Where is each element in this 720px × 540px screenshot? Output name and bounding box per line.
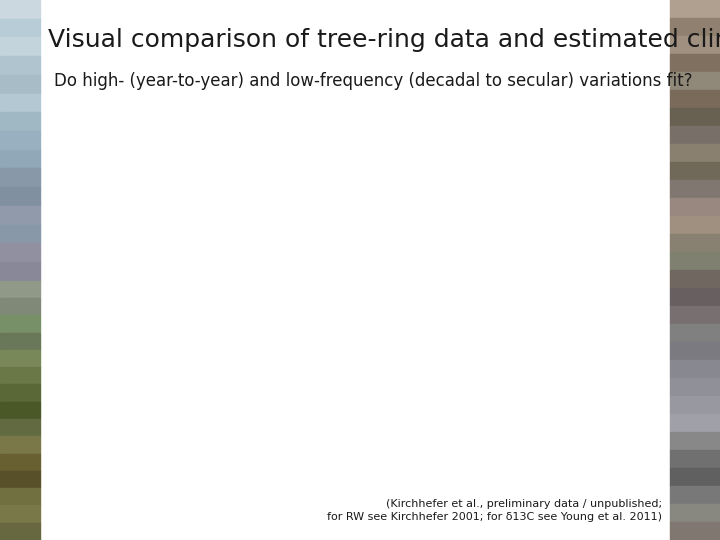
Bar: [670, 144, 720, 162]
Bar: [670, 270, 720, 288]
Bar: [0, 419, 40, 436]
Bar: [0, 471, 40, 488]
Bar: [0, 75, 40, 93]
Bar: [670, 522, 720, 540]
Bar: [670, 342, 720, 360]
Bar: [0, 454, 40, 471]
Bar: [0, 112, 40, 131]
Text: Visual comparison of tree-ring data and estimated climate:: Visual comparison of tree-ring data and …: [48, 28, 720, 52]
Bar: [0, 225, 40, 244]
Bar: [0, 187, 40, 206]
Bar: [0, 488, 40, 505]
Bar: [670, 360, 720, 378]
Bar: [0, 131, 40, 150]
Bar: [0, 298, 40, 315]
Bar: [670, 306, 720, 324]
Bar: [670, 468, 720, 486]
Bar: [670, 198, 720, 216]
Bar: [0, 168, 40, 187]
Bar: [670, 36, 720, 54]
Bar: [670, 396, 720, 414]
Bar: [670, 216, 720, 234]
Bar: [670, 486, 720, 504]
Bar: [0, 93, 40, 112]
Bar: [0, 0, 40, 19]
Bar: [0, 315, 40, 333]
Bar: [0, 206, 40, 225]
Bar: [670, 108, 720, 126]
Bar: [0, 244, 40, 262]
Bar: [0, 436, 40, 454]
Bar: [670, 162, 720, 180]
Bar: [670, 378, 720, 396]
Bar: [670, 0, 720, 18]
Bar: [670, 234, 720, 252]
Bar: [670, 90, 720, 108]
Bar: [0, 333, 40, 350]
Bar: [670, 72, 720, 90]
Bar: [0, 281, 40, 298]
Bar: [670, 450, 720, 468]
Bar: [670, 504, 720, 522]
Bar: [670, 252, 720, 270]
Bar: [670, 54, 720, 72]
Bar: [0, 350, 40, 367]
Bar: [0, 384, 40, 402]
Bar: [670, 288, 720, 306]
Bar: [670, 432, 720, 450]
Bar: [0, 19, 40, 37]
Bar: [670, 126, 720, 144]
Bar: [0, 402, 40, 419]
Text: Do high- (year-to-year) and low-frequency (decadal to secular) variations fit?: Do high- (year-to-year) and low-frequenc…: [54, 72, 693, 90]
Text: (Kirchhefer et al., preliminary data / unpublished;
for RW see Kirchhefer 2001; : (Kirchhefer et al., preliminary data / u…: [327, 499, 662, 522]
Bar: [0, 56, 40, 75]
Bar: [0, 37, 40, 56]
Bar: [0, 505, 40, 523]
Bar: [670, 18, 720, 36]
Bar: [0, 150, 40, 168]
Bar: [670, 180, 720, 198]
Bar: [670, 414, 720, 432]
Bar: [0, 367, 40, 384]
Bar: [670, 324, 720, 342]
Bar: [0, 262, 40, 281]
Bar: [0, 523, 40, 540]
